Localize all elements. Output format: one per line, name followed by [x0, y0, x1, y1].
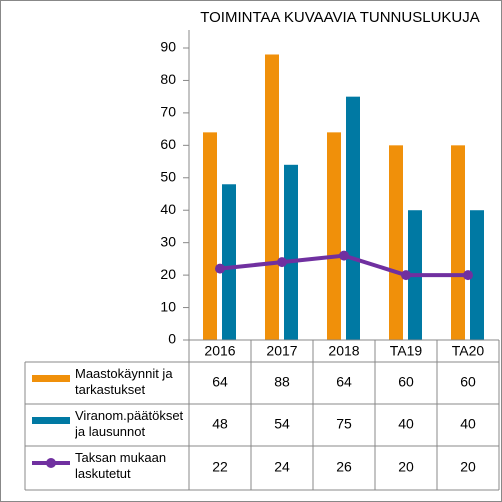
- y-tick-label: 40: [160, 201, 176, 217]
- legend-label: Maastokäynnit ja tarkastukset: [75, 366, 173, 397]
- table-value: 60: [460, 374, 476, 390]
- bar: [451, 145, 465, 340]
- point: [215, 263, 225, 274]
- table-value: 64: [336, 374, 352, 390]
- y-tick-label: 60: [160, 136, 176, 152]
- point: [463, 270, 473, 281]
- table-value: 40: [460, 416, 476, 432]
- y-tick-label: 70: [160, 104, 176, 120]
- x-tick-label: 2017: [266, 343, 297, 359]
- table-value: 40: [398, 416, 414, 432]
- y-tick-label: 20: [160, 266, 176, 282]
- table-value: 54: [274, 416, 290, 432]
- table-value: 26: [336, 459, 352, 475]
- table-value: 48: [212, 416, 228, 432]
- legend-swatch: [46, 458, 56, 468]
- x-tick-label: 2018: [328, 343, 359, 359]
- y-tick-label: 90: [160, 39, 176, 55]
- bar: [203, 132, 217, 340]
- table-value: 88: [274, 374, 290, 390]
- bar: [470, 210, 484, 340]
- x-tick-label: TA20: [452, 343, 485, 359]
- bar: [222, 184, 236, 340]
- point: [277, 257, 287, 268]
- x-tick-label: TA19: [390, 343, 423, 359]
- legend-label: Viranom.päätökset ja lausunnot: [75, 408, 184, 439]
- table-value: 20: [460, 459, 476, 475]
- legend-label-box: Viranom.päätökset ja lausunnot: [75, 408, 184, 439]
- table-value: 64: [212, 374, 228, 390]
- x-tick-label: 2016: [204, 343, 235, 359]
- table-value: 24: [274, 459, 290, 475]
- y-tick-label: 30: [160, 233, 176, 249]
- legend-swatch: [32, 417, 70, 424]
- bar: [389, 145, 403, 340]
- point: [339, 250, 349, 261]
- chart-title: TOIMINTAA KUVAAVIA TUNNUSLUKUJA: [200, 9, 480, 26]
- y-tick-label: 80: [160, 71, 176, 87]
- legend-swatch: [32, 375, 70, 382]
- table-value: 75: [336, 416, 352, 432]
- table-value: 22: [212, 459, 228, 475]
- bar: [265, 54, 279, 340]
- table-value: 60: [398, 374, 414, 390]
- y-tick-label: 0: [168, 331, 176, 347]
- bar: [327, 132, 341, 340]
- bar: [284, 164, 298, 340]
- table-value: 20: [398, 459, 414, 475]
- legend-label-box: Maastokäynnit ja tarkastukset: [75, 366, 173, 397]
- bar: [346, 96, 360, 341]
- legend-label: Taksan mukaan laskutetut: [75, 450, 167, 481]
- legend-label-box: Taksan mukaan laskutetut: [75, 450, 167, 481]
- y-tick-label: 50: [160, 168, 176, 184]
- point: [401, 270, 411, 281]
- y-tick-label: 10: [160, 298, 176, 314]
